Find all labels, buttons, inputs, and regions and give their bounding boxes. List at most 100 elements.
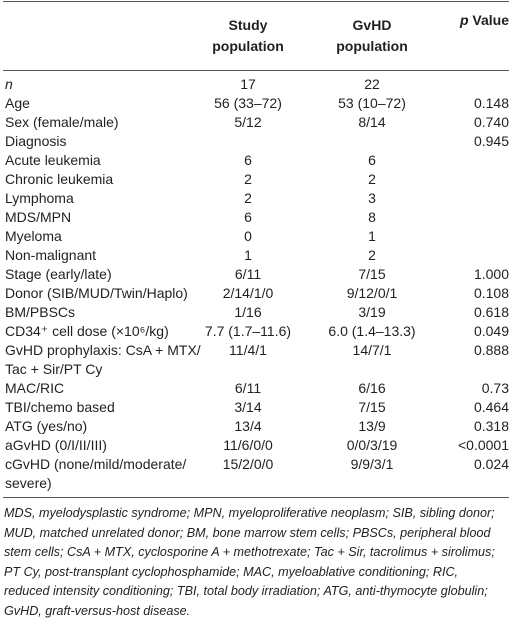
table-row: CD34⁺ cell dose (×10⁶/kg) 7.7 (1.7–11.6) 6… xyxy=(3,322,509,341)
cell xyxy=(200,132,296,151)
cell-text: 2 xyxy=(244,190,252,206)
label-line: n xyxy=(5,76,13,92)
cell-text: 0.464 xyxy=(473,399,509,415)
label-line: BM/PBSCs xyxy=(5,304,76,320)
cell: 6.0 (1.4–13.3) xyxy=(296,322,448,341)
cell-text: 8 xyxy=(368,209,376,225)
cell: 14/7/1 xyxy=(296,341,448,379)
cell: 22 xyxy=(296,71,448,95)
cell: 3 xyxy=(296,189,448,208)
cell: 6 xyxy=(296,151,448,170)
header-italic: p xyxy=(459,12,469,28)
cell: 6 xyxy=(200,208,296,227)
cell-text: 2/14/1/0 xyxy=(222,285,274,301)
label-line: Myeloma xyxy=(5,228,62,244)
cell-text: 17 xyxy=(240,76,256,92)
cell xyxy=(448,246,509,265)
label-line: Tac + Sir/PT Cy xyxy=(5,361,103,377)
row-label: MDS/MPN xyxy=(3,208,200,227)
cell-text: 0.318 xyxy=(473,418,509,434)
table-row: ATG (yes/no) 13/4 13/9 0.318 xyxy=(3,417,509,436)
label-line: Stage (early/late) xyxy=(5,266,112,282)
row-label: Stage (early/late) xyxy=(3,265,200,284)
cell-text: 0/0/3/19 xyxy=(346,437,398,453)
cell-text: 3 xyxy=(368,190,376,206)
cell: 8 xyxy=(296,208,448,227)
row-label: ATG (yes/no) xyxy=(3,417,200,436)
row-label: Myeloma xyxy=(3,227,200,246)
cell: 0.618 xyxy=(448,303,509,322)
table-row: Sex (female/male) 5/12 8/14 0.740 xyxy=(3,113,509,132)
cell-text: 3/14 xyxy=(234,399,262,415)
cell: 0.148 xyxy=(448,94,509,113)
cell-text: 15/2/0/0 xyxy=(222,456,274,472)
cell-text: 11/4/1 xyxy=(229,342,267,358)
cell-text: 6/16 xyxy=(358,380,386,396)
header-cell xyxy=(3,1,200,71)
cell: 2 xyxy=(296,170,448,189)
header-text: population xyxy=(212,38,284,54)
cell xyxy=(448,170,509,189)
cell: 0.945 xyxy=(448,132,509,151)
cell-text: 56 (33–72) xyxy=(214,95,282,111)
cell xyxy=(448,189,509,208)
header-cell: Study population xyxy=(200,1,296,71)
cell: <0.0001 xyxy=(448,436,509,455)
table-row: BM/PBSCs 1/16 3/19 0.618 xyxy=(3,303,509,322)
cell: 6 xyxy=(200,151,296,170)
cell: 2 xyxy=(200,189,296,208)
cell-text: 0.148 xyxy=(473,95,509,111)
cell: 3/14 xyxy=(200,398,296,417)
cell-text: 1.000 xyxy=(473,266,509,282)
table-row: MDS/MPN 6 8 xyxy=(3,208,509,227)
cell: 0.888 xyxy=(448,341,509,379)
cell-text: 0.049 xyxy=(473,323,509,339)
cell xyxy=(448,71,509,95)
cell-text: 5/12 xyxy=(234,114,262,130)
label-line: aGvHD (0/I/II/III) xyxy=(5,437,107,453)
cell-text: <0.0001 xyxy=(458,437,509,453)
cell: 0.108 xyxy=(448,284,509,303)
row-label: Acute leukemia xyxy=(3,151,200,170)
table-row: aGvHD (0/I/II/III) 11/6/0/0 0/0/3/19 <0.000… xyxy=(3,436,509,455)
cell: 13/9 xyxy=(296,417,448,436)
cell xyxy=(296,132,448,151)
cell-text: 6 xyxy=(368,152,376,168)
cell-text: 13/9 xyxy=(358,418,386,434)
cell xyxy=(448,208,509,227)
label-line: Sex (female/male) xyxy=(5,114,119,130)
cell-text: 8/14 xyxy=(358,114,386,130)
cell-text: 1/16 xyxy=(234,304,262,320)
cell-text: 0.888 xyxy=(473,342,509,358)
row-label: Age xyxy=(3,94,200,113)
cell-text: 53 (10–72) xyxy=(338,95,406,111)
cell: 0.318 xyxy=(448,417,509,436)
cell-text: 0.618 xyxy=(473,304,509,320)
table-row: GvHD prophylaxis: CsA + MTX/Tac + Sir/PT… xyxy=(3,341,509,379)
row-label: Lymphoma xyxy=(3,189,200,208)
row-label: cGvHD (none/mild/moderate/severe) xyxy=(3,455,200,498)
cell: 11/4/1 xyxy=(200,341,296,379)
cell: 0.73 xyxy=(448,379,509,398)
cell: 0.464 xyxy=(448,398,509,417)
table-row: Acute leukemia 6 6 xyxy=(3,151,509,170)
header-text: Study xyxy=(228,17,268,33)
cell-text: 6 xyxy=(244,152,252,168)
table-row: n 17 22 xyxy=(3,71,509,95)
table-body: n 17 22 Age 56 (33–72) 53 (10–72) 0.148 Sex (fe… xyxy=(3,71,509,498)
cell: 15/2/0/0 xyxy=(200,455,296,498)
table-row: Age 56 (33–72) 53 (10–72) 0.148 xyxy=(3,94,509,113)
label-line: Acute leukemia xyxy=(5,152,101,168)
header-text: GvHD xyxy=(352,17,392,33)
cell: 0.049 xyxy=(448,322,509,341)
label-line: TBI/chemo based xyxy=(5,399,115,415)
table-row: Donor (SIB/MUD/Twin/Haplo) 2/14/1/0 9/12/0… xyxy=(3,284,509,303)
row-label: n xyxy=(3,71,200,95)
cell-text: 2 xyxy=(368,247,376,263)
label-line: CD34⁺ cell dose (×10⁶/kg) xyxy=(5,323,169,339)
cell: 0.740 xyxy=(448,113,509,132)
row-label: MAC/RIC xyxy=(3,379,200,398)
label-line: GvHD prophylaxis: CsA + MTX/ xyxy=(5,342,201,358)
cell: 6/11 xyxy=(200,379,296,398)
